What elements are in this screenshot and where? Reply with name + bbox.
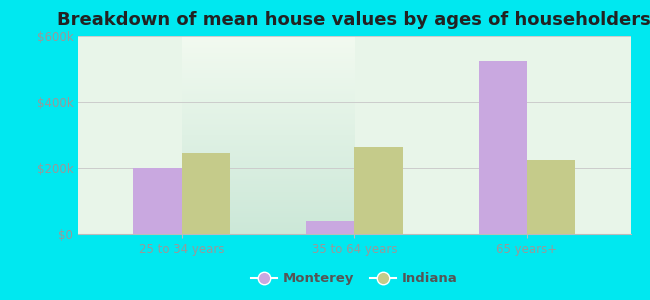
Legend: Monterey, Indiana: Monterey, Indiana <box>246 267 463 291</box>
Bar <box>527 160 575 234</box>
Bar <box>354 147 402 234</box>
Bar <box>306 221 354 234</box>
Bar <box>181 153 230 234</box>
Bar <box>133 168 181 234</box>
Title: Breakdown of mean house values by ages of householders: Breakdown of mean house values by ages o… <box>57 11 650 29</box>
Bar <box>478 61 527 234</box>
